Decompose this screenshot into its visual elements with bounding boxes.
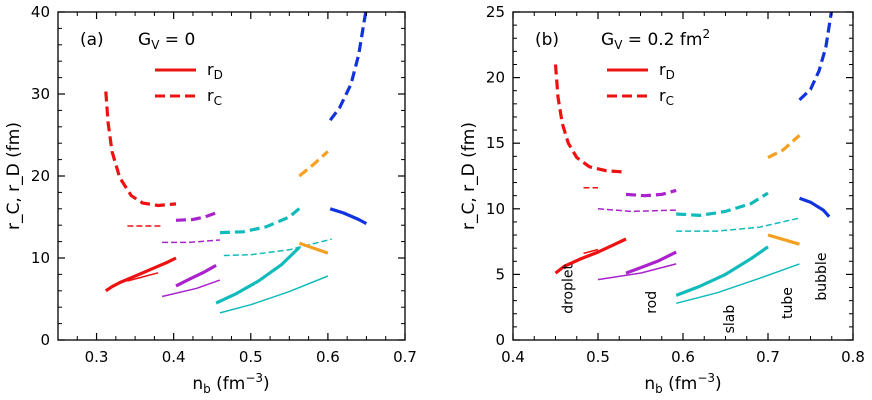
x-tick-label: 0.6: [671, 348, 695, 366]
legend-label-rc: rC: [659, 86, 674, 108]
series-slab-rc-thin: [676, 217, 800, 232]
series-droplet-rc: [104, 91, 177, 208]
series-slab-rc: [219, 205, 302, 235]
panel-b-label: (b): [535, 30, 559, 50]
y-tick-label: 10: [486, 200, 505, 218]
y-tick-label: 0: [40, 331, 50, 349]
phase-label-droplet: droplet: [561, 264, 577, 314]
x-tick-label: 0.8: [841, 348, 865, 366]
series-bubble-rc: [328, 12, 368, 122]
phase-label-slab: slab: [722, 305, 738, 334]
series-bubble-rd: [329, 207, 368, 226]
series-rod-rd-thin: [597, 263, 677, 281]
series-slab-rd-thin: [676, 263, 800, 305]
panel-b-y-axis-title: r_C, r_D (fm): [459, 122, 479, 230]
x-tick-label: 0.4: [501, 348, 525, 366]
series-rod-rc: [625, 188, 677, 198]
phase-label-tube: tube: [780, 287, 796, 319]
series-droplet-rd: [104, 256, 177, 293]
series-rod-rc-thin: [162, 239, 220, 244]
y-tick-label: 0: [495, 331, 505, 349]
phase-label-bubble: bubble: [814, 253, 830, 301]
series-rod-rd: [175, 264, 217, 288]
panel-a-frame: [57, 11, 406, 341]
y-tick-label: 25: [486, 3, 505, 21]
series-droplet-rd-thin: [583, 248, 599, 255]
x-tick-label: 0.7: [393, 348, 417, 366]
legend-label-rd: rD: [207, 60, 223, 82]
panel-b-x-axis-title: nb (fm−3): [644, 371, 721, 396]
panel-b-phase-labels: droplet rod slab tube bubble: [561, 253, 830, 334]
y-tick-label: 20: [31, 167, 50, 185]
legend-label-rc: rC: [207, 86, 222, 108]
x-tick-label: 0.5: [586, 348, 610, 366]
series-droplet-rc: [553, 64, 627, 174]
series-bubble-rc: [798, 12, 834, 102]
series-slab-rd-thin: [219, 275, 329, 314]
phase-label-rod: rod: [644, 291, 660, 314]
panel-a: 0.3 0.4 0.5 0.6 0.7 0 10 20 30 40 (a) GV = 0 rD r…: [4, 3, 417, 396]
legend-label-rd: rD: [659, 60, 675, 82]
series-droplet-rd-thin: [127, 272, 159, 282]
y-tick-label: 40: [31, 3, 50, 21]
y-tick-label: 15: [486, 134, 505, 152]
series-tube-rd: [767, 233, 800, 246]
series-tube-rd: [298, 241, 329, 255]
x-tick-label: 0.4: [162, 348, 186, 366]
series-slab-rc-thin: [223, 238, 332, 257]
panel-b-annotation: GV = 0.2 fm2: [601, 27, 710, 52]
panel-a-x-axis-title: nb (fm−3): [192, 371, 269, 396]
y-tick-label: 10: [31, 249, 50, 267]
panel-a-label: (a): [80, 30, 104, 50]
series-slab-rd: [675, 245, 769, 297]
panel-b-legend: rD rC: [607, 60, 675, 108]
x-tick-label: 0.6: [316, 348, 340, 366]
y-tick-label: 20: [486, 69, 505, 87]
series-tube-rc: [767, 134, 801, 160]
panel-a-series-group: [104, 12, 368, 314]
x-tick-label: 0.7: [756, 348, 780, 366]
x-tick-label: 0.5: [239, 348, 263, 366]
panel-a-ticks: 0.3 0.4 0.5 0.6 0.7 0 10 20 30 40: [31, 3, 417, 366]
panel-a-annotation: GV = 0: [138, 30, 195, 52]
series-rod-rc: [175, 211, 217, 222]
series-tube-rc: [298, 150, 329, 178]
panel-b-series-group: [553, 12, 834, 305]
series-rod-rd-thin: [161, 279, 221, 298]
series-slab-rc: [676, 191, 769, 217]
panel-a-legend: rD rC: [155, 60, 223, 108]
series-bubble-rd: [798, 196, 831, 218]
panel-b-ticks: 0.4 0.5 0.6 0.7 0.8 0 5 10 15 20 25: [486, 3, 865, 366]
y-tick-label: 30: [31, 85, 50, 103]
series-rod-rc-thin: [597, 208, 677, 213]
x-tick-label: 0.3: [85, 348, 109, 366]
series-droplet-rd: [554, 237, 627, 275]
y-tick-label: 5: [495, 265, 505, 283]
series-rod-rd: [625, 250, 677, 275]
panel-a-y-axis-title: r_C, r_D (fm): [4, 122, 24, 230]
series-slab-rd: [215, 246, 301, 305]
panel-b: 0.4 0.5 0.6 0.7 0.8 0 5 10 15 20 25 droplet rod slab…: [459, 3, 865, 396]
